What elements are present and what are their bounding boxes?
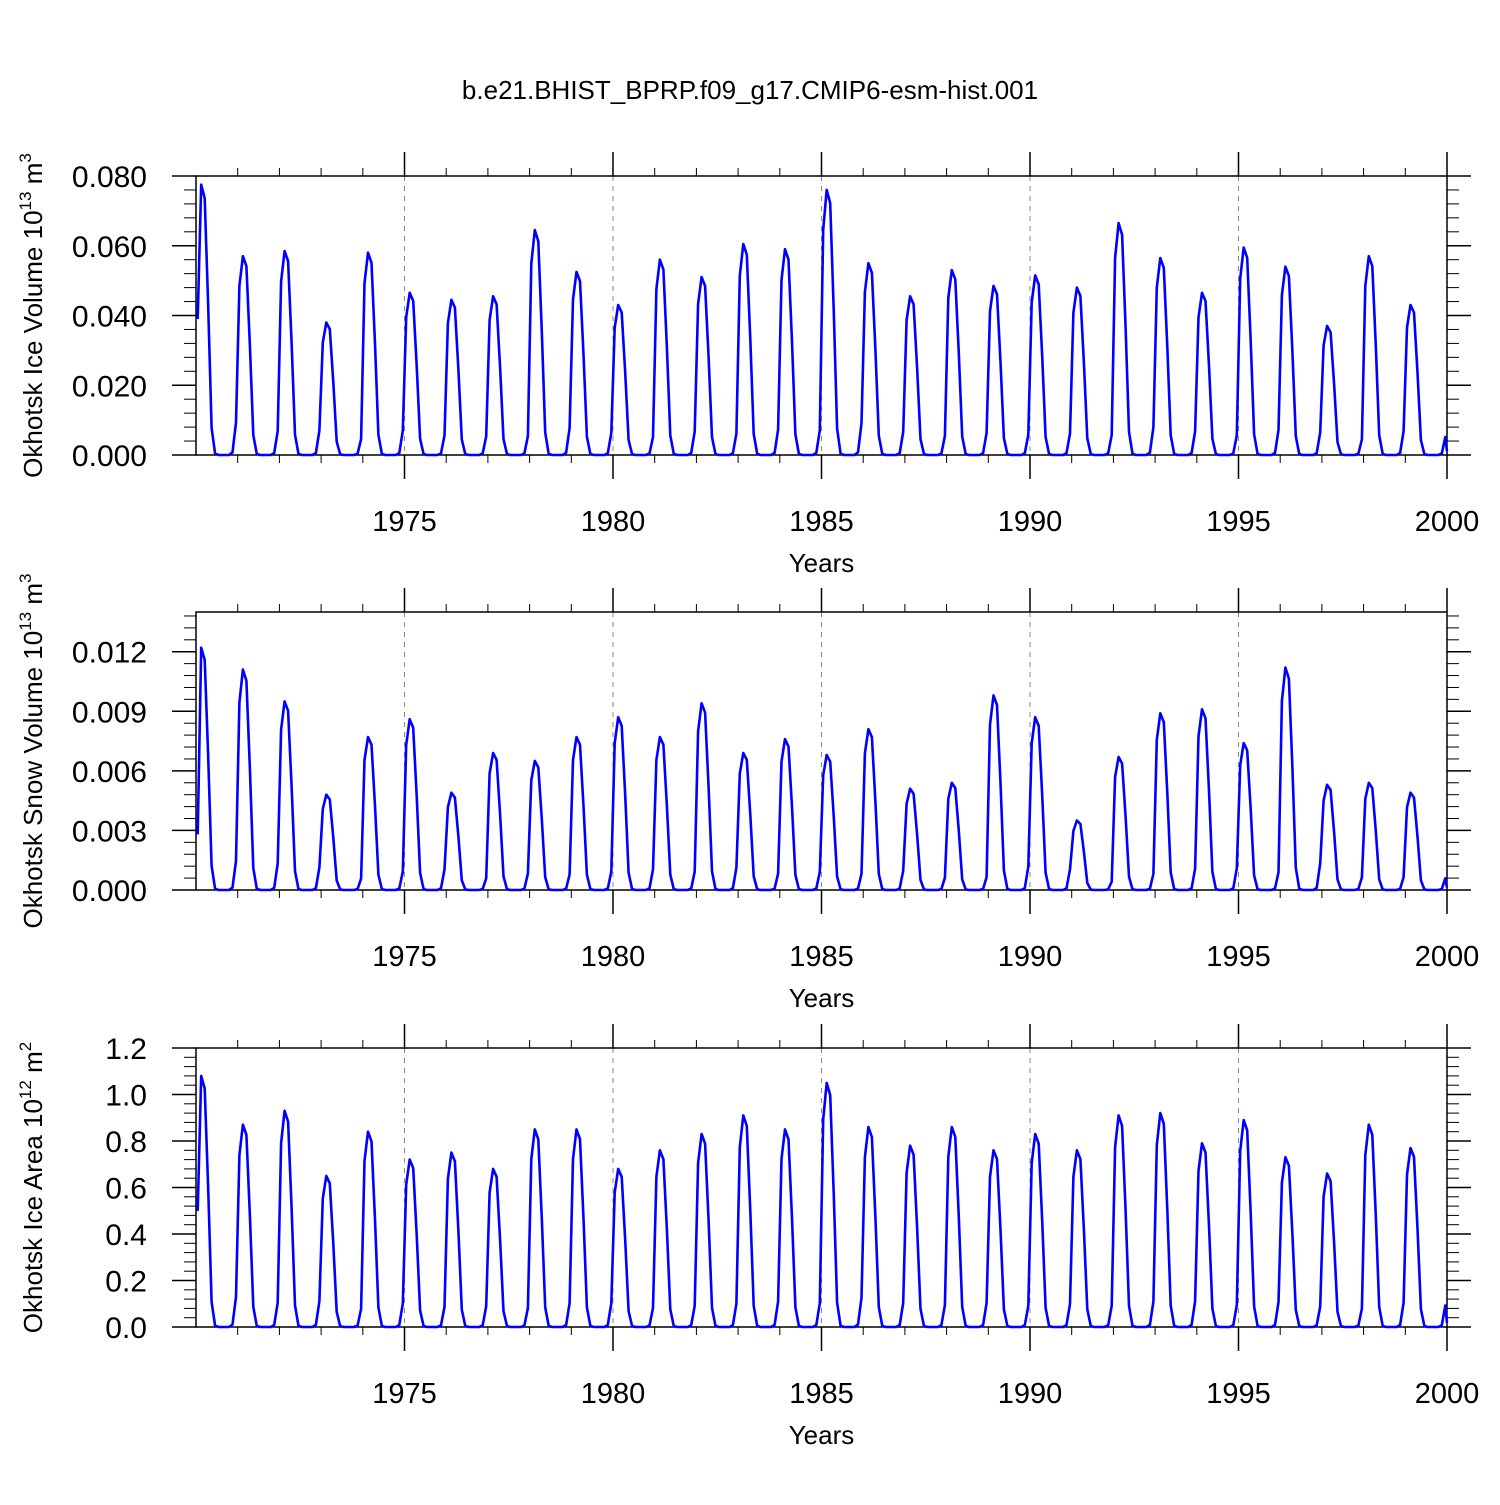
y-tick-label-0.000: 0.000 xyxy=(72,875,147,908)
x-axis-label: Years xyxy=(789,548,855,578)
x-tick-label-1975: 1975 xyxy=(372,506,437,538)
y-tick-label-0.080: 0.080 xyxy=(72,161,147,194)
y-tick-label-0.4: 0.4 xyxy=(105,1219,147,1252)
x-tick-label-1975: 1975 xyxy=(372,941,437,973)
y-tick-label-0.006: 0.006 xyxy=(72,756,147,789)
x-tick-label-2000: 2000 xyxy=(1415,1378,1480,1410)
x-tick-label-1995: 1995 xyxy=(1206,506,1271,538)
y-tick-label-0.009: 0.009 xyxy=(72,696,147,729)
x-tick-label-1990: 1990 xyxy=(998,941,1063,973)
x-tick-label-1980: 1980 xyxy=(581,506,646,538)
x-tick-label-1980: 1980 xyxy=(581,941,646,973)
x-tick-label-1985: 1985 xyxy=(789,1378,854,1410)
x-tick-label-1985: 1985 xyxy=(789,506,854,538)
y-axis-label: Okhotsk Ice Volume 1013 m3 xyxy=(16,153,48,478)
x-tick-label-1990: 1990 xyxy=(998,1378,1063,1410)
y-tick-label-0.0: 0.0 xyxy=(105,1312,147,1345)
panel-snow-volume: 1975 1980 1985 1990 1995 2000 0.000 0.003 0.006 0… xyxy=(16,574,1479,1014)
x-tick-label-1990: 1990 xyxy=(998,506,1063,538)
y-tick-label-0.8: 0.8 xyxy=(105,1126,147,1159)
y-tick-label-0.020: 0.020 xyxy=(72,370,147,403)
y-axis-label: Okhotsk Snow Volume 1013 m3 xyxy=(16,574,48,929)
panel-ice-volume: 1975 1980 1985 1990 1995 2000 0.000 0.020 0.040 0… xyxy=(16,152,1479,578)
panel-ice-area: 1975 1980 1985 1990 1995 2000 0.0 0.2 0.4 0.6 0.8 1… xyxy=(16,1024,1479,1450)
plot-frame xyxy=(195,1047,1448,1328)
x-tick-label-1995: 1995 xyxy=(1206,1378,1271,1410)
y-tick-label-0.000: 0.000 xyxy=(72,440,147,473)
y-axis-label: Okhotsk Ice Area 1012 m2 xyxy=(16,1042,48,1333)
y-tick-label-0.6: 0.6 xyxy=(105,1173,147,1206)
x-axis-label: Years xyxy=(789,1420,855,1450)
x-tick-label-2000: 2000 xyxy=(1415,941,1480,973)
x-tick-label-2000: 2000 xyxy=(1415,506,1480,538)
series-line-ice-area xyxy=(196,1074,1449,1329)
y-tick-label-0.2: 0.2 xyxy=(105,1266,147,1299)
x-axis-label: Years xyxy=(789,983,855,1013)
x-tick-label-1975: 1975 xyxy=(372,1378,437,1410)
series-line-snow-volume xyxy=(196,646,1449,892)
x-tick-label-1985: 1985 xyxy=(789,941,854,973)
y-tick-label-1.2: 1.2 xyxy=(105,1033,147,1066)
series-line-ice-volume xyxy=(196,183,1449,457)
plot-frame xyxy=(195,175,1448,456)
plot-frame xyxy=(195,611,1448,891)
y-tick-label-0.003: 0.003 xyxy=(72,815,147,848)
x-tick-label-1995: 1995 xyxy=(1206,941,1271,973)
y-tick-label-0.012: 0.012 xyxy=(72,637,147,670)
y-tick-label-0.040: 0.040 xyxy=(72,301,147,334)
chart-title: b.e21.BHIST_BPRP.f09_g17.CMIP6-esm-hist.… xyxy=(462,75,1038,105)
y-tick-label-1.0: 1.0 xyxy=(105,1080,147,1113)
y-tick-label-0.060: 0.060 xyxy=(72,231,147,264)
x-tick-label-1980: 1980 xyxy=(581,1378,646,1410)
